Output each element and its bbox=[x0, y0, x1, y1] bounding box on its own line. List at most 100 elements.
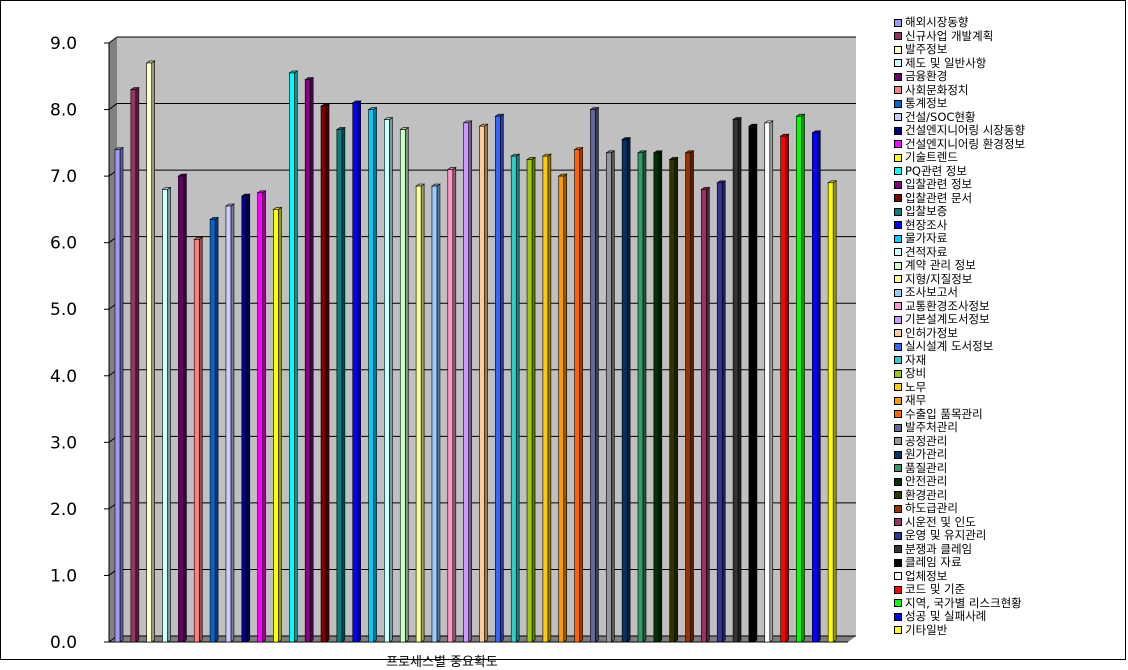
legend-label: 건설/SOC현황 bbox=[905, 109, 976, 124]
legend-label: 장비 bbox=[905, 366, 927, 380]
bar bbox=[209, 216, 220, 643]
legend-swatch bbox=[894, 423, 902, 432]
legend-item: 금융환경 bbox=[894, 69, 1124, 84]
legend-label: 기술트렌드 bbox=[905, 150, 958, 164]
legend-item: 통계정보 bbox=[894, 96, 1124, 111]
legend-label: 기타일반 bbox=[905, 622, 948, 637]
legend-label: 통계정보 bbox=[905, 96, 948, 110]
bar bbox=[161, 186, 172, 643]
legend-swatch bbox=[894, 491, 902, 500]
legend-item: 품질관리 bbox=[894, 461, 1124, 476]
legend-swatch bbox=[894, 140, 902, 149]
legend-item: 성공 및 실패사례 bbox=[894, 609, 1124, 624]
y-tick-label: 1.0 bbox=[50, 566, 77, 586]
legend-label: 원가관리 bbox=[905, 447, 948, 461]
legend-swatch bbox=[894, 437, 902, 446]
bar bbox=[684, 150, 695, 643]
legend-label: 금융환경 bbox=[905, 69, 948, 83]
bar bbox=[652, 150, 663, 643]
bar bbox=[320, 103, 331, 643]
bar bbox=[526, 156, 537, 643]
legend-swatch bbox=[894, 113, 902, 122]
bar bbox=[224, 203, 235, 643]
bar bbox=[668, 156, 679, 643]
bar bbox=[367, 106, 378, 643]
x-axis-label: 프로세스별 중요확도 bbox=[386, 655, 498, 670]
legend-label: 성공 및 실패사례 bbox=[905, 609, 987, 623]
legend-label: 건설엔지니어링 환경정보 bbox=[905, 136, 1026, 151]
legend-item: 사회문화정치 bbox=[894, 82, 1124, 98]
legend-label: 물가자료 bbox=[905, 231, 948, 245]
legend-label: 신규사업 개발계획 bbox=[905, 28, 994, 43]
legend-label: 지형/지질정보 bbox=[905, 271, 973, 286]
legend-label: 해외시장동향 bbox=[905, 15, 969, 29]
bar bbox=[605, 150, 616, 643]
bar bbox=[557, 173, 568, 643]
legend-item: 인허가정보 bbox=[894, 326, 1124, 341]
y-tick-label: 8.0 bbox=[50, 101, 77, 121]
legend-swatch bbox=[894, 342, 902, 351]
legend-swatch bbox=[894, 72, 902, 81]
legend-item: 자재 bbox=[894, 352, 1124, 368]
legend-label: 자재 bbox=[905, 352, 927, 367]
legend-item: 신규사업 개발계획 bbox=[894, 28, 1124, 44]
legend-label: 사회문화정치 bbox=[905, 82, 969, 97]
legend-label: 입찰관련 정보 bbox=[905, 177, 973, 191]
legend-item: 발주처관리 bbox=[894, 420, 1124, 435]
legend-swatch bbox=[894, 194, 902, 203]
legend-item: 계약 관리 정보 bbox=[894, 258, 1124, 273]
legend-item: 원가관리 bbox=[894, 447, 1124, 462]
legend-swatch bbox=[894, 45, 902, 54]
legend-label: 시운전 및 인도 bbox=[905, 514, 976, 529]
legend-swatch bbox=[894, 545, 902, 554]
bar bbox=[430, 183, 441, 643]
legend-item: 코드 및 기준 bbox=[894, 582, 1124, 597]
y-tick-label: 5.0 bbox=[50, 300, 77, 320]
legend-swatch bbox=[894, 410, 902, 419]
bar bbox=[747, 123, 758, 643]
legend-swatch bbox=[894, 369, 902, 378]
legend-label: 제도 및 일반사항 bbox=[905, 55, 987, 70]
bar bbox=[351, 100, 362, 643]
legend-item: 운영 및 유지관리 bbox=[894, 528, 1124, 543]
bar bbox=[478, 123, 489, 643]
legend-item: 건설엔지니어링 시장동향 bbox=[894, 123, 1124, 138]
legend-item: 지형/지질정보 bbox=[894, 271, 1124, 287]
legend-item: 기본설계도서정보 bbox=[894, 312, 1124, 327]
legend-swatch bbox=[894, 504, 902, 513]
legend-swatch bbox=[894, 234, 902, 243]
legend-swatch bbox=[894, 329, 902, 338]
bar bbox=[621, 136, 632, 643]
bar bbox=[795, 113, 806, 643]
bar bbox=[779, 133, 790, 643]
legend-label: 견적자료 bbox=[905, 244, 948, 259]
legend-swatch bbox=[894, 180, 902, 189]
legend-swatch bbox=[894, 275, 902, 284]
legend-swatch bbox=[894, 450, 902, 459]
legend-swatch bbox=[894, 356, 902, 365]
bar bbox=[462, 120, 473, 643]
legend-item: 환경관리 bbox=[894, 488, 1124, 503]
legend-label: 코드 및 기준 bbox=[905, 582, 966, 596]
legend-swatch bbox=[894, 207, 902, 216]
legend-item: 장비 bbox=[894, 366, 1124, 381]
legend-item: 현장조사 bbox=[894, 218, 1124, 233]
legend-swatch bbox=[894, 18, 902, 27]
gridline-depth bbox=[108, 36, 118, 44]
legend-label: 하도급관리 bbox=[905, 501, 958, 515]
legend-item: 지역, 국가별 리스크현황 bbox=[894, 596, 1124, 611]
y-tick-label: 9.0 bbox=[50, 34, 77, 54]
bar bbox=[304, 77, 315, 643]
bar bbox=[256, 190, 267, 643]
bar bbox=[240, 193, 251, 643]
legend-label: 공정관리 bbox=[905, 433, 948, 448]
legend-item: 입찰관련 정보 bbox=[894, 177, 1124, 192]
bar bbox=[763, 120, 774, 643]
bar bbox=[494, 113, 505, 643]
legend-swatch bbox=[894, 518, 902, 527]
legend-swatch bbox=[894, 599, 902, 608]
legend-label: 클레임 자료 bbox=[905, 555, 962, 569]
legend-swatch bbox=[894, 612, 902, 621]
